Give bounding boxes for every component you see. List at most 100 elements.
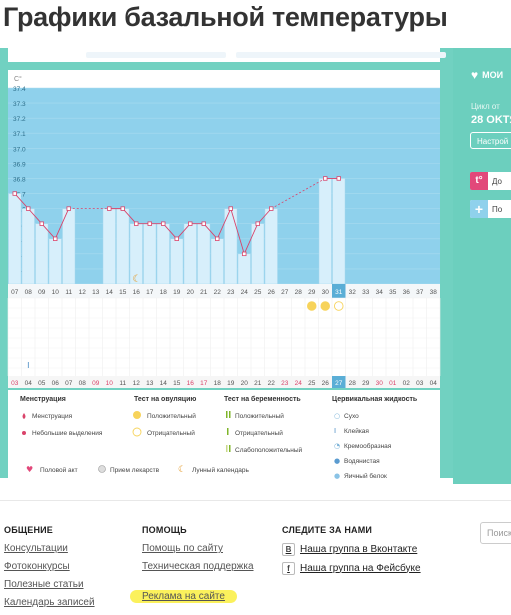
day-label: 14 [106, 289, 114, 296]
temperature-bar [21, 208, 35, 285]
add-symptom-button[interactable]: + По [470, 200, 511, 218]
cervical-icon: I [334, 427, 336, 435]
thermometer-icon: t° [470, 172, 488, 190]
legend-item-label: Кремообразная [344, 442, 392, 450]
plot-area [8, 88, 440, 284]
day-label: 15 [119, 289, 127, 296]
date-label: 07 [65, 380, 73, 387]
y-tick-label: 37.0 [13, 146, 26, 153]
y-tick-label: 37.3 [13, 101, 26, 108]
legend-heading: Менструация [20, 396, 66, 403]
temperature-bar [210, 238, 224, 285]
day-label: 07 [11, 289, 19, 296]
legend-item-label: Водянистая [344, 458, 380, 465]
temperature-bar [102, 208, 116, 285]
temperature-point [255, 221, 260, 226]
footer-link-calendar[interactable]: Календарь записей [4, 597, 95, 608]
date-label: 08 [79, 380, 87, 387]
day-label: 08 [25, 289, 33, 296]
sticky-mucus-icon: I [27, 361, 29, 370]
date-label: 06 [52, 380, 60, 387]
legend-item-label: Отрицательный [235, 429, 283, 437]
temperature-bar [35, 223, 49, 285]
footer-link-photo-contests[interactable]: Фотоконкурсы [4, 561, 70, 572]
temperature-bar [170, 238, 184, 285]
footer-link-consultations[interactable]: Консультации [4, 543, 68, 554]
footer-link-tech-support[interactable]: Техническая поддержка [142, 561, 254, 572]
temperature-point [188, 221, 193, 226]
date-label: 10 [106, 380, 114, 387]
footer: ОБЩЕНИЕ Консультации Фотоконкурсы Полезн… [0, 500, 511, 613]
date-label: 23 [281, 380, 289, 387]
pregnancy-positive-icon [226, 411, 228, 418]
add-temperature-button[interactable]: t° До [470, 172, 511, 190]
temperature-point [323, 176, 328, 181]
legend-item-label: Небольшие выделения [32, 429, 103, 437]
day-label: 12 [79, 289, 87, 296]
legend-item-label: Клейкая [344, 427, 369, 435]
date-label: 29 [362, 380, 370, 387]
highlight-date-cell [332, 376, 346, 388]
day-label: 20 [187, 289, 195, 296]
day-label: 09 [38, 289, 46, 296]
day-label: 18 [160, 289, 168, 296]
legend-heading: Тест на беременность [224, 395, 301, 403]
scroll-tab [86, 52, 226, 58]
footer-link-articles[interactable]: Полезные статьи [4, 579, 84, 590]
temperature-point [161, 221, 166, 226]
day-label: 32 [349, 289, 357, 296]
date-label: 12 [133, 380, 141, 387]
y-tick-label: 36.8 [13, 176, 26, 183]
footer-link-vk[interactable]: B Наша группа в Вконтакте [282, 543, 421, 556]
day-label: 28 [295, 289, 303, 296]
ovulation-positive-marker [320, 301, 331, 311]
ovulation-positive-marker [307, 301, 317, 311]
legend-item-label: Положительный [147, 412, 196, 420]
y-tick-label: 36.9 [13, 161, 26, 168]
legend-item-label: Слабоположительный [235, 446, 303, 454]
legend-item-label: Менструация [32, 413, 73, 420]
temperature-point [12, 191, 17, 196]
day-label: 31 [335, 289, 343, 296]
chart-header [8, 70, 440, 88]
side-panel: ♥ МОИ Цикл от 28 OKTЯ Настрой t° До + По [453, 48, 511, 484]
temperature-point [174, 236, 179, 241]
temperature-bar [224, 208, 238, 285]
day-label: 13 [92, 289, 100, 296]
date-label: 16 [187, 380, 195, 387]
date-label: 25 [308, 380, 316, 387]
search-input[interactable]: Поиск [480, 522, 511, 544]
cervical-icon: ● [334, 472, 340, 480]
date-label: 24 [295, 380, 303, 387]
legend-item-label: Сухо [344, 413, 359, 420]
footer-link-facebook[interactable]: f Наша группа на Фейсбуке [282, 562, 421, 575]
small-drop-icon [22, 431, 26, 435]
temperature-bar [332, 178, 346, 285]
date-label: 04 [430, 380, 438, 387]
unit-label: C° [14, 75, 22, 83]
date-label: 03 [11, 380, 19, 387]
temperature-chart[interactable]: C°37.437.337.237.137.036.936.836.736.636… [0, 48, 453, 484]
day-label: 23 [227, 289, 235, 296]
cervical-icon: ● [334, 457, 340, 465]
day-label: 35 [389, 289, 397, 296]
my-label[interactable]: МОИ [482, 70, 504, 80]
date-label: 28 [349, 380, 357, 387]
footer-col-community: ОБЩЕНИЕ Консультации Фотоконкурсы Полезн… [4, 525, 95, 615]
footer-link-advertising[interactable]: Реклама на сайте [130, 590, 254, 603]
temperature-point [39, 221, 44, 226]
date-label: 21 [254, 380, 262, 387]
temperature-point [53, 236, 58, 241]
highlight-day-cell [332, 284, 346, 298]
temperature-bar [197, 223, 211, 285]
footer-heading: ОБЩЕНИЕ [4, 525, 54, 535]
footer-link-site-help[interactable]: Помощь по сайту [142, 543, 223, 554]
footer-heading: СЛЕДИТЕ ЗА НАМИ [282, 525, 373, 535]
date-label: 19 [227, 380, 235, 387]
cycle-date: 28 OKTЯ [471, 114, 511, 126]
y-tick-label: 37.4 [13, 86, 26, 93]
temperature-bar [8, 193, 22, 285]
temperature-bar [116, 208, 130, 285]
settings-button[interactable]: Настрой [470, 132, 511, 149]
temperature-bar [183, 223, 197, 285]
